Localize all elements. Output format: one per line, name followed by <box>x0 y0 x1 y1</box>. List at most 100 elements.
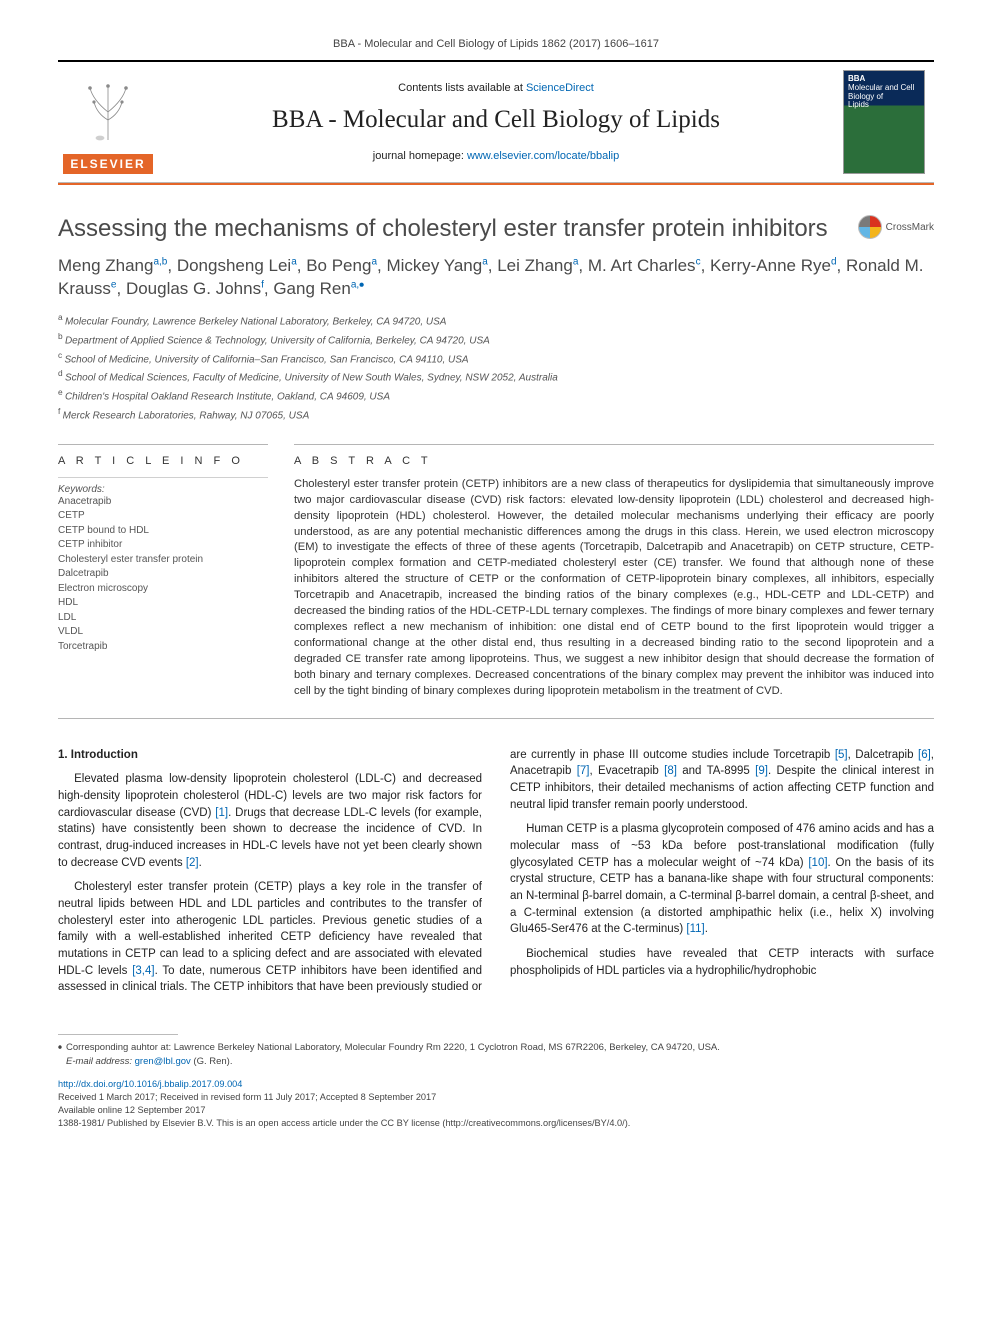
author-name: Meng Zhang <box>58 256 153 275</box>
abstract: A B S T R A C T Cholesteryl ester transf… <box>294 444 934 700</box>
crossmark-icon <box>858 215 882 239</box>
homepage-prefix: journal homepage: <box>373 150 467 162</box>
author-name: Mickey Yang <box>386 256 482 275</box>
affiliation-line: a Molecular Foundry, Lawrence Berkeley N… <box>58 311 934 330</box>
article-info-heading: A R T I C L E I N F O <box>58 455 268 467</box>
affiliation-key: d <box>58 368 65 378</box>
corresponding-author-note: Corresponding auhtor at: Lawrence Berkel… <box>58 1041 934 1055</box>
contents-prefix: Contents lists available at <box>398 82 526 94</box>
keyword-item: Electron microscopy <box>58 582 268 597</box>
crossmark-badge[interactable]: CrossMark <box>858 215 934 239</box>
author-list: Meng Zhanga,b, Dongsheng Leia, Bo Penga,… <box>58 255 934 301</box>
elsevier-tree-icon <box>72 76 144 148</box>
article-info: A R T I C L E I N F O Keywords: Anacetra… <box>58 444 268 700</box>
abstract-heading: A B S T R A C T <box>294 455 934 467</box>
author-affiliation-marker: a <box>573 256 579 267</box>
publication-info: http://dx.doi.org/10.1016/j.bbalip.2017.… <box>58 1078 934 1130</box>
keyword-item: HDL <box>58 596 268 611</box>
page: BBA - Molecular and Cell Biology of Lipi… <box>0 0 992 1160</box>
affiliation-key: a <box>58 312 65 322</box>
body-paragraph: Human CETP is a plasma glycoprotein comp… <box>510 821 934 938</box>
author-affiliation-marker: a,b <box>153 256 167 267</box>
citation-ref[interactable]: [5] <box>835 749 848 761</box>
cover-thumb-block: BBA Molecular and Cell Biology of Lipids <box>834 70 934 174</box>
cover-caption-mid: Molecular and Cell Biology of <box>848 84 920 102</box>
affiliation-line: f Merck Research Laboratories, Rahway, N… <box>58 405 934 424</box>
crossmark-label: CrossMark <box>886 222 934 233</box>
keyword-item: LDL <box>58 611 268 626</box>
article-body: 1. Introduction Elevated plasma low-densi… <box>58 747 934 996</box>
keywords-list: AnacetrapibCETPCETP bound to HDLCETP inh… <box>58 495 268 655</box>
cover-caption-bot: Lipids <box>848 101 920 110</box>
author-name: Bo Peng <box>306 256 371 275</box>
author-affiliation-marker: a <box>482 256 488 267</box>
author-name: Gang Ren <box>273 279 351 298</box>
author-name: Kerry-Anne Rye <box>710 256 831 275</box>
author-affiliation-marker: d <box>831 256 837 267</box>
citation-ref[interactable]: [10] <box>808 857 827 869</box>
citation-ref[interactable]: [2] <box>186 857 199 869</box>
author-affiliation-marker: e <box>111 279 117 290</box>
author-affiliation-marker: a <box>371 256 377 267</box>
citation-ref[interactable]: [1] <box>215 807 228 819</box>
affiliation-key: c <box>58 350 64 360</box>
keyword-item: CETP <box>58 509 268 524</box>
footnotes: Corresponding auhtor at: Lawrence Berkel… <box>58 1041 934 1069</box>
keyword-item: Torcetrapib <box>58 640 268 655</box>
citation-ref[interactable]: [7] <box>577 765 590 777</box>
keyword-item: CETP inhibitor <box>58 538 268 553</box>
sciencedirect-link[interactable]: ScienceDirect <box>526 82 594 94</box>
affiliation-key: b <box>58 331 65 341</box>
affiliation-key: e <box>58 387 65 397</box>
journal-homepage-link[interactable]: www.elsevier.com/locate/bbalip <box>467 150 619 162</box>
author-affiliation-marker: a,⦁ <box>351 279 364 290</box>
author-name: Dongsheng Lei <box>177 256 291 275</box>
author-affiliation-marker: c <box>696 256 701 267</box>
running-header: BBA - Molecular and Cell Biology of Lipi… <box>58 38 934 50</box>
contents-list-line: Contents lists available at ScienceDirec… <box>174 82 818 94</box>
keyword-item: Cholesteryl ester transfer protein <box>58 553 268 568</box>
journal-homepage-line: journal homepage: www.elsevier.com/locat… <box>174 150 818 162</box>
elsevier-logo-text: ELSEVIER <box>63 154 153 174</box>
citation-ref[interactable]: [9] <box>755 765 768 777</box>
abstract-text: Cholesteryl ester transfer protein (CETP… <box>294 477 934 700</box>
corresponding-email-link[interactable]: gren@lbl.gov <box>135 1056 191 1067</box>
keywords-label: Keywords: <box>58 477 268 495</box>
publisher-block: ELSEVIER <box>58 70 158 174</box>
citation-ref[interactable]: [11] <box>686 923 704 935</box>
author-name: M. Art Charles <box>588 256 696 275</box>
body-paragraph: Elevated plasma low-density lipoprotein … <box>58 771 482 871</box>
body-paragraph: Biochemical studies have revealed that C… <box>510 946 934 979</box>
author-name: Douglas G. Johns <box>126 279 261 298</box>
keyword-item: Anacetrapib <box>58 495 268 510</box>
email-label: E-mail address: <box>66 1056 135 1067</box>
corresponding-email-line: E-mail address: gren@lbl.gov (G. Ren). <box>58 1055 934 1069</box>
section-heading: 1. Introduction <box>58 747 482 764</box>
author-name: Lei Zhang <box>497 256 573 275</box>
received-line: Received 1 March 2017; Received in revis… <box>58 1091 934 1104</box>
journal-cover-thumb: BBA Molecular and Cell Biology of Lipids <box>843 70 925 174</box>
author-affiliation-marker: a <box>291 256 297 267</box>
copyright-line: 1388-1981/ Published by Elsevier B.V. Th… <box>58 1117 934 1130</box>
article-header: Assessing the mechanisms of cholesteryl … <box>58 215 934 424</box>
affiliation-line: c School of Medicine, University of Cali… <box>58 349 934 368</box>
keyword-item: Dalcetrapib <box>58 567 268 582</box>
journal-name: BBA - Molecular and Cell Biology of Lipi… <box>174 106 818 134</box>
keyword-item: VLDL <box>58 625 268 640</box>
citation-ref[interactable]: [8] <box>664 765 677 777</box>
doi-link[interactable]: http://dx.doi.org/10.1016/j.bbalip.2017.… <box>58 1078 934 1091</box>
keyword-item: CETP bound to HDL <box>58 524 268 539</box>
info-abstract-row: A R T I C L E I N F O Keywords: Anacetra… <box>58 444 934 719</box>
affiliation-line: d School of Medical Sciences, Faculty of… <box>58 367 934 386</box>
available-online-line: Available online 12 September 2017 <box>58 1104 934 1117</box>
affiliation-line: b Department of Applied Science & Techno… <box>58 330 934 349</box>
article-title: Assessing the mechanisms of cholesteryl … <box>58 215 846 243</box>
citation-ref[interactable]: [3,4] <box>132 965 154 977</box>
affiliation-line: e Children's Hospital Oakland Research I… <box>58 386 934 405</box>
affiliation-key: f <box>58 406 63 416</box>
author-affiliation-marker: f <box>261 279 264 290</box>
masthead: ELSEVIER Contents lists available at Sci… <box>58 60 934 185</box>
citation-ref[interactable]: [6] <box>918 749 931 761</box>
email-person: (G. Ren). <box>191 1056 233 1067</box>
affiliation-list: a Molecular Foundry, Lawrence Berkeley N… <box>58 311 934 424</box>
